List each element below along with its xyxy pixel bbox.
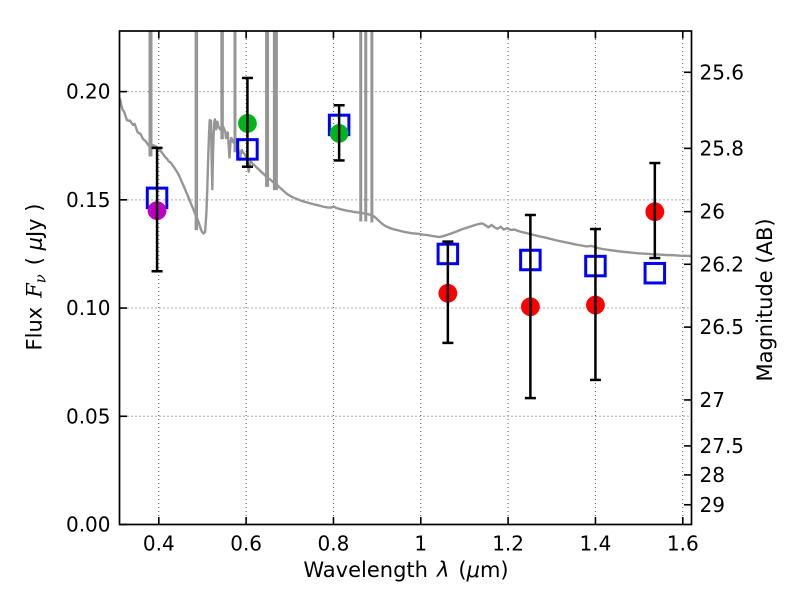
model-spectrum-group: [119, 31, 692, 258]
axes-spines: [118, 30, 693, 526]
mu-symbol: μ: [466, 558, 480, 582]
y-axis-label-right: Magnitude (AB): [753, 218, 777, 381]
y-tick-label-right: 26.5: [700, 315, 745, 339]
y-axis-label-left: Flux Fν ( μJy ): [23, 204, 50, 351]
y-tick-label-right: 28: [700, 463, 725, 487]
y-tick-label-left: 0.10: [66, 296, 111, 320]
y-tick-label-right: 25.6: [700, 60, 745, 84]
y-tick-label-left: 0.20: [66, 80, 111, 104]
x-tick-label: 0.6: [230, 532, 262, 556]
nu-subscript: ν: [32, 274, 50, 284]
y-tick-label-left: 0.15: [66, 188, 111, 212]
axis-ticks: [119, 31, 692, 526]
x-axis-unit-close: m): [479, 558, 509, 582]
spectrum-line: [119, 96, 692, 258]
y-tick-label-right: 26: [700, 200, 725, 224]
y-axis-unit-close: Jy ): [22, 203, 47, 238]
y-tick-label-left: 0.00: [66, 513, 111, 537]
y-axis-label-right-text: Magnitude (AB): [753, 218, 777, 382]
x-tick-label: 1.4: [580, 532, 612, 556]
x-axis-label-text: Wavelength: [303, 558, 428, 582]
mu-symbol-left: μ: [22, 237, 47, 251]
y-tick-label-right: 26.2: [700, 252, 745, 276]
x-tick-label: 1.6: [667, 532, 699, 556]
error-bars: [151, 76, 661, 400]
x-tick-label: 1.2: [492, 532, 524, 556]
y-axis-label-text: Flux: [22, 306, 47, 351]
x-axis-unit-open: (: [458, 558, 467, 582]
y-tick-label-left: 0.05: [66, 404, 111, 428]
y-tick-label-right: 29: [700, 493, 725, 517]
y-tick-label-right: 25.8: [700, 136, 745, 160]
model-photometry-square: [643, 261, 667, 285]
y-tick-label-right: 27: [700, 388, 725, 412]
y-axis-unit-open: (: [22, 250, 47, 266]
x-tick-label: 0.8: [318, 532, 350, 556]
tick-labels: 0.4 0.6 0.8 1 1.2 1.4 1.6 0.00 0.05 0.10 0.15 0.20 2…: [66, 60, 744, 555]
y-tick-label-right: 27.5: [700, 434, 745, 458]
flux-symbol: F: [22, 283, 47, 298]
x-axis-label: Wavelength λ (μm): [120, 558, 692, 582]
x-tick-label: 0.4: [143, 532, 175, 556]
x-tick-label: 1: [414, 532, 427, 556]
lambda-symbol: λ: [436, 558, 450, 582]
